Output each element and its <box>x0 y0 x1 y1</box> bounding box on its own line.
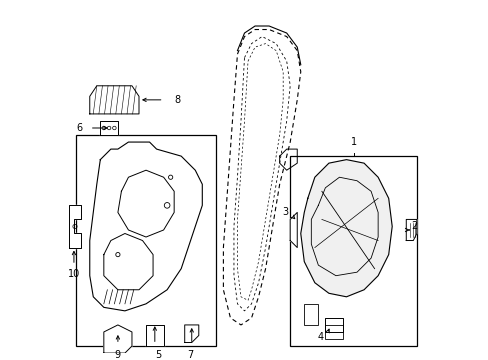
Polygon shape <box>146 325 163 346</box>
Text: 9: 9 <box>115 350 121 360</box>
Polygon shape <box>103 325 132 353</box>
Polygon shape <box>68 205 81 248</box>
Text: 4: 4 <box>317 332 323 342</box>
Text: 8: 8 <box>174 95 180 105</box>
Polygon shape <box>300 159 391 297</box>
Text: 6: 6 <box>77 123 82 133</box>
Polygon shape <box>325 318 342 332</box>
Bar <box>289 156 416 346</box>
Text: 5: 5 <box>155 350 161 360</box>
Polygon shape <box>90 86 139 114</box>
Bar <box>325 325 342 339</box>
Polygon shape <box>100 121 118 135</box>
Polygon shape <box>289 212 297 248</box>
Polygon shape <box>406 220 416 240</box>
Text: 2: 2 <box>411 221 417 231</box>
Text: 1: 1 <box>350 137 356 147</box>
Text: 3: 3 <box>282 207 288 217</box>
Text: 10: 10 <box>68 269 80 279</box>
Bar <box>76 135 216 346</box>
Bar <box>304 304 318 325</box>
Polygon shape <box>184 325 199 342</box>
Text: 7: 7 <box>186 350 193 360</box>
